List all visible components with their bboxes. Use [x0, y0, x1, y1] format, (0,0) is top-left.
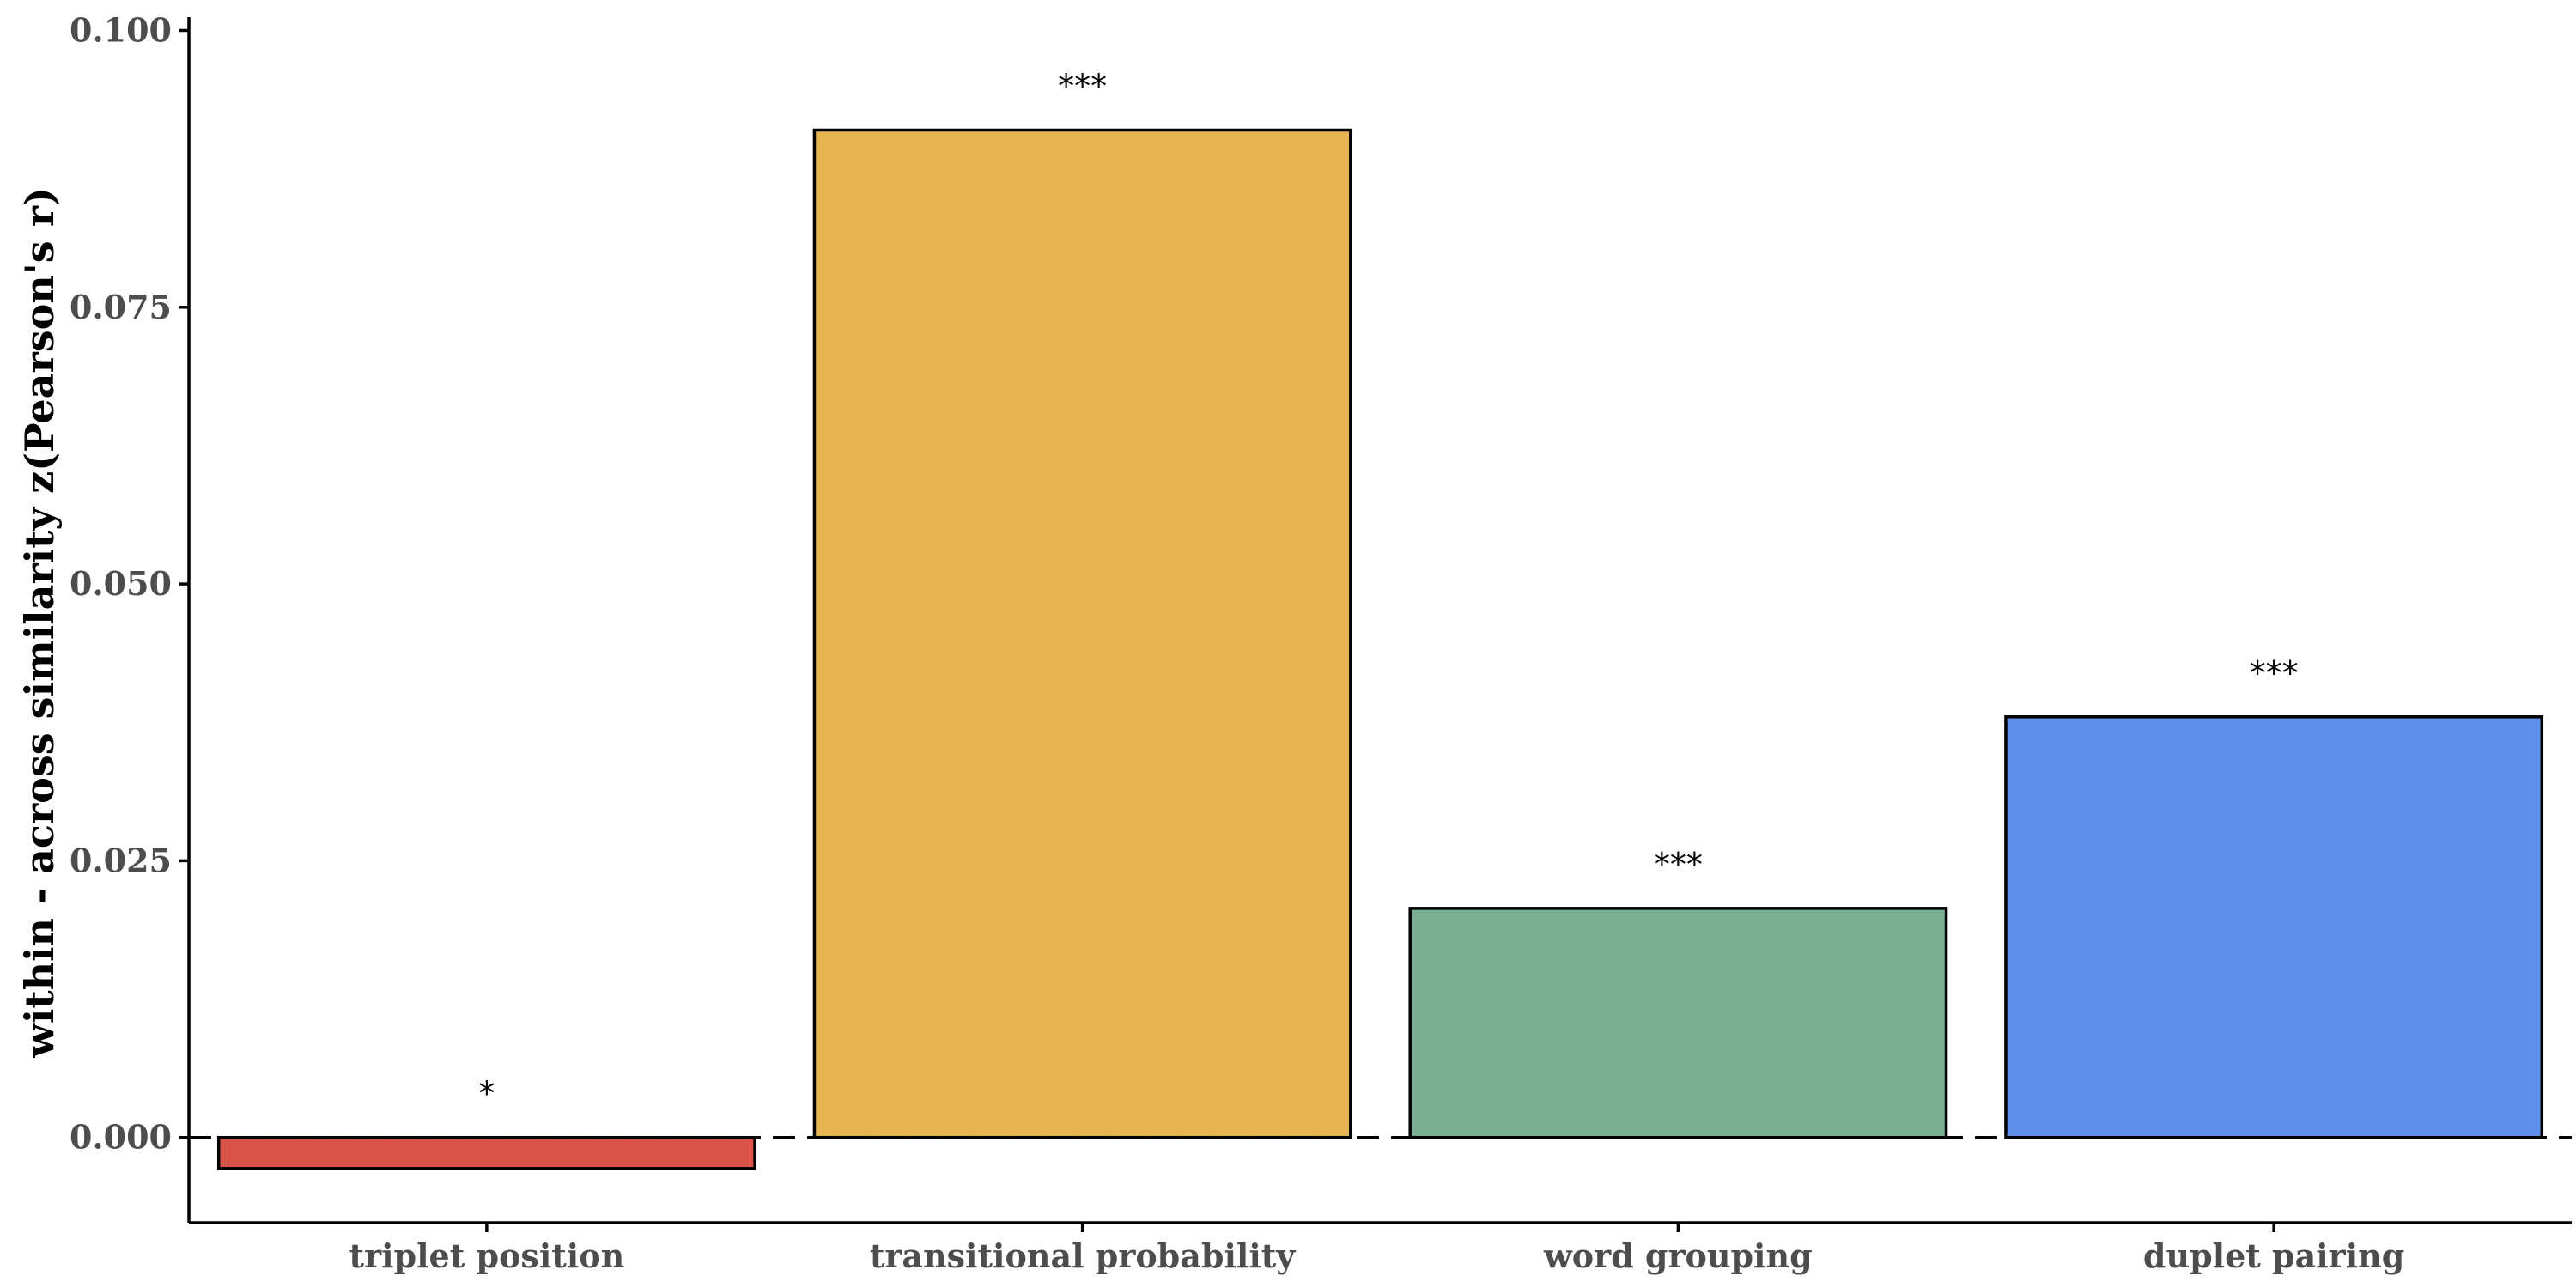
x-tick-label: word grouping: [1543, 1236, 1813, 1275]
y-tick-label: 0.050: [70, 564, 172, 603]
y-axis-title: within - across similarity z(Pearson's r…: [16, 187, 63, 1058]
significance-label: ***: [1654, 846, 1703, 884]
plot-area: **********: [189, 68, 2572, 1170]
y-tick-label: 0.025: [70, 841, 172, 879]
bar-word-grouping: [1408, 907, 1948, 1139]
x-tick-label: triplet position: [349, 1236, 625, 1275]
x-tick-label: transitional probability: [870, 1236, 1296, 1275]
y-tick-label: 0.075: [70, 288, 172, 326]
y-axis: 0.000 0.025 0.050 0.075 0.100: [70, 10, 191, 1223]
bar-duplet-pairing: [2004, 715, 2544, 1139]
y-tick-label: 0.100: [70, 10, 172, 49]
bar-transitional-probability: [812, 128, 1352, 1139]
significance-label: *: [478, 1075, 495, 1113]
y-tick-label: 0.000: [70, 1118, 172, 1157]
significance-label: ***: [2250, 654, 2299, 692]
significance-label: ***: [1058, 68, 1107, 106]
x-tick-label: duplet pairing: [2143, 1236, 2404, 1275]
bar-triplet-position: [216, 1135, 756, 1170]
x-axis: triplet position transitional probability…: [189, 1221, 2572, 1275]
